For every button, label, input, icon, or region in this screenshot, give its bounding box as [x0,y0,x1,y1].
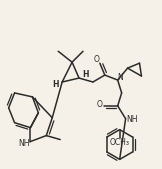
Text: H: H [52,79,58,89]
Text: N: N [117,73,122,82]
Text: H: H [83,70,89,79]
Text: NH: NH [19,139,30,148]
Text: NH: NH [126,115,137,124]
Text: OCH₃: OCH₃ [110,138,130,147]
Text: O: O [94,55,100,64]
Text: O: O [97,100,103,109]
